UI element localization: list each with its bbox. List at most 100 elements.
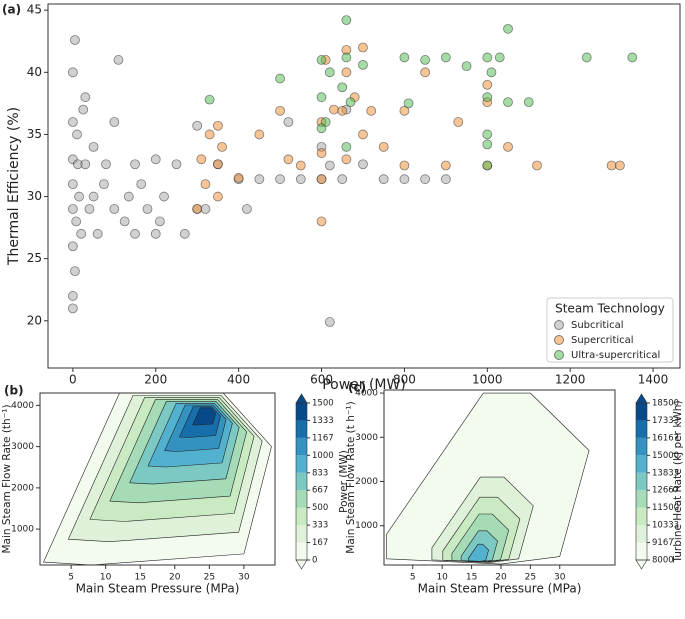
- data-point: [119, 216, 130, 227]
- data-point: [67, 117, 78, 127]
- colorbar-tick-label: 15000: [652, 451, 679, 461]
- data-point: [74, 191, 84, 202]
- data-point: [204, 94, 215, 105]
- data-point: [420, 55, 431, 65]
- data-point: [130, 228, 140, 239]
- contour-field: [43, 393, 272, 565]
- colorbar-tick-label: 1333: [312, 416, 334, 426]
- x-tick-label: 800: [393, 373, 416, 387]
- colorbar-segment: [636, 403, 647, 421]
- x-tick-label: 1400: [638, 373, 669, 387]
- colorbar-tick-label: 17333: [652, 416, 679, 426]
- data-point: [341, 154, 352, 165]
- y-tick-label: 4000: [11, 401, 34, 411]
- colorbar-tick-label: 500: [312, 503, 328, 513]
- data-point: [358, 42, 368, 53]
- data-point: [399, 174, 410, 185]
- data-point: [213, 191, 223, 202]
- data-point: [67, 179, 78, 190]
- colorbar-extend: [635, 393, 648, 404]
- legend-label: Subcritical: [571, 320, 624, 331]
- x-axis-label: Main Steam Pressure (MPa): [418, 582, 582, 596]
- data-point: [337, 105, 348, 116]
- data-point: [581, 52, 592, 63]
- panel-label: (a): [2, 3, 21, 17]
- colorbar-extend: [295, 393, 308, 404]
- colorbar-tick-label: 9167: [652, 538, 674, 548]
- data-point: [316, 123, 327, 134]
- plot-frame: [383, 389, 616, 566]
- data-point: [78, 104, 89, 115]
- colorbar-segment: [636, 507, 647, 526]
- y-tick-label: 1000: [355, 521, 378, 531]
- data-point: [341, 67, 352, 78]
- data-point: [503, 97, 513, 108]
- colorbar-tick-label: 11500: [652, 503, 679, 513]
- legend-marker: [554, 350, 564, 360]
- x-tick-label: 15: [134, 573, 145, 583]
- y-tick-label: 25: [27, 251, 42, 265]
- y-tick-label: 1000: [11, 525, 34, 535]
- colorbar-tick-label: 333: [312, 521, 328, 531]
- y-tick-label: 45: [27, 3, 42, 17]
- data-point: [67, 291, 78, 301]
- data-point: [67, 303, 78, 314]
- colorbar-tick-label: 18500: [652, 399, 679, 409]
- data-point: [482, 79, 493, 90]
- data-point: [192, 120, 203, 131]
- data-point: [440, 160, 451, 171]
- data-point: [113, 55, 124, 65]
- data-point: [324, 67, 335, 78]
- data-point: [200, 179, 211, 190]
- data-point: [337, 82, 348, 93]
- y-tick-label: 35: [27, 127, 42, 141]
- data-point: [523, 97, 534, 108]
- x-tick-label: 15: [466, 573, 477, 583]
- data-point: [88, 191, 99, 202]
- colorbar-extend: [295, 559, 308, 570]
- colorbar-extend: [635, 559, 648, 570]
- colorbar-tick-label: 13833: [652, 468, 679, 478]
- data-point: [399, 105, 410, 116]
- data-point: [88, 141, 99, 152]
- colorbar-tick-label: 10333: [652, 521, 679, 531]
- colorbar-segment: [296, 490, 307, 508]
- data-point: [136, 179, 147, 190]
- data-point: [532, 160, 542, 171]
- data-point: [341, 52, 352, 63]
- colorbar-segment: [296, 420, 307, 438]
- data-point: [453, 117, 464, 127]
- data-point: [295, 160, 306, 171]
- data-point: [283, 154, 294, 165]
- data-point: [67, 204, 78, 214]
- contour-band: [467, 543, 489, 562]
- y-tick-label: 3000: [11, 442, 34, 452]
- data-point: [67, 241, 78, 252]
- contour-band: [192, 407, 216, 426]
- y-tick-label: 40: [27, 65, 42, 79]
- colorbar-segment: [636, 472, 647, 491]
- legend-marker: [554, 335, 564, 345]
- x-tick-label: 10: [436, 573, 448, 583]
- colorbar-segment: [296, 507, 307, 526]
- colorbar-segment: [636, 455, 647, 473]
- data-point: [358, 129, 368, 140]
- data-point: [130, 159, 140, 170]
- data-point: [84, 204, 95, 214]
- x-tick-label: 10: [100, 573, 112, 583]
- data-point: [482, 139, 493, 150]
- y-axis-label: Main Steam Flow Rate (th⁻¹): [1, 404, 13, 553]
- colorbar-segment: [296, 525, 307, 543]
- data-point: [341, 141, 352, 152]
- colorbar-label: Turbine Heat Rate (kJ per kWh): [672, 400, 684, 563]
- data-point: [316, 92, 327, 103]
- plot-frame: [39, 392, 276, 566]
- data-point: [72, 129, 82, 140]
- y-tick-label: 30: [27, 189, 42, 203]
- x-tick-label: 20: [169, 573, 181, 583]
- data-point: [109, 117, 120, 127]
- data-point: [341, 15, 352, 26]
- data-point: [92, 228, 103, 239]
- data-point: [217, 141, 227, 152]
- data-point: [316, 55, 327, 65]
